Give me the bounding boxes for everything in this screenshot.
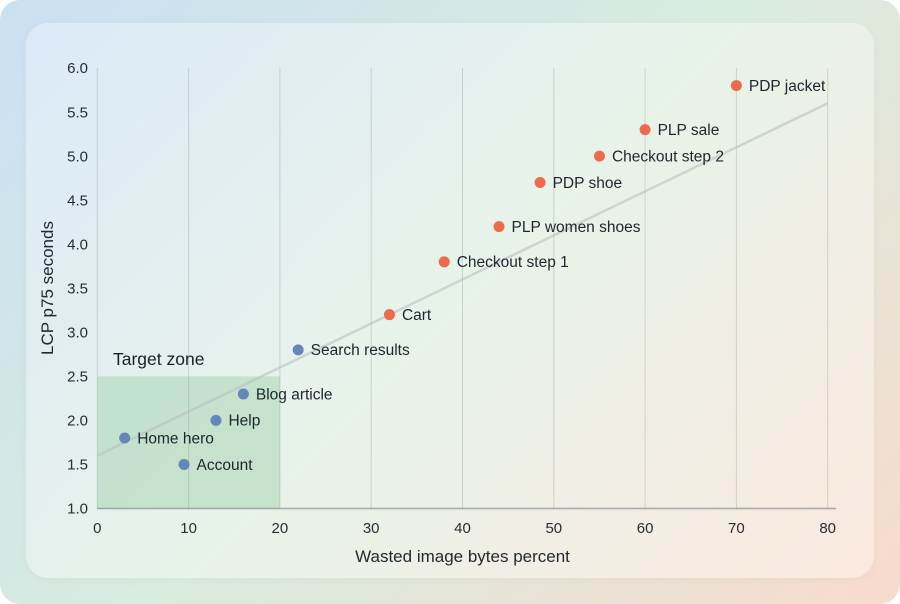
y-tick-label-6-0: 6.0 (67, 60, 88, 77)
y-tick-label-2-5: 2.5 (67, 369, 88, 386)
x-tick-label-60: 60 (637, 520, 654, 537)
data-point-account (178, 458, 190, 470)
y-tick-label-5-5: 5.5 (67, 104, 88, 121)
point-label-home-hero: Home hero (137, 430, 214, 447)
y-tick-label-4-0: 4.0 (67, 236, 88, 253)
point-label-account: Account (197, 457, 254, 474)
data-point-help (210, 414, 222, 426)
data-point-pdp-shoe (534, 177, 546, 189)
y-tick-label-4-5: 4.5 (67, 192, 88, 209)
point-label-blog-article: Blog article (256, 386, 333, 403)
x-tick-label-30: 30 (363, 520, 380, 537)
trend-line (96, 102, 829, 457)
x-axis-title: Wasted image bytes percent (355, 547, 570, 566)
data-point-search-results (292, 344, 304, 356)
data-point-blog-article (237, 388, 249, 400)
point-label-pdp-jacket: PDP jacket (749, 78, 826, 95)
data-point-checkout-step-2 (593, 150, 605, 162)
x-tick-label-20: 20 (272, 520, 289, 537)
point-label-cart: Cart (402, 307, 432, 324)
point-label-checkout-step-1: Checkout step 1 (457, 254, 569, 271)
point-label-checkout-step-2: Checkout step 2 (612, 148, 724, 165)
x-tick-label-10: 10 (180, 520, 197, 537)
chart-card (26, 23, 874, 578)
y-axis-title: LCP p75 seconds (38, 221, 57, 355)
y-tick-label-3-0: 3.0 (67, 325, 88, 342)
y-tick-label-1-0: 1.0 (67, 501, 88, 518)
y-tick-label-2-0: 2.0 (67, 413, 88, 430)
data-point-cart (383, 309, 395, 321)
point-label-help: Help (228, 413, 260, 430)
data-point-home-hero (119, 432, 131, 444)
point-label-pdp-shoe: PDP shoe (553, 175, 623, 192)
point-label-search-results: Search results (311, 342, 410, 359)
x-tick-label-40: 40 (454, 520, 471, 537)
point-label-plp-sale: PLP sale (658, 122, 720, 139)
data-point-plp-women-shoes (493, 221, 505, 233)
point-label-plp-women-shoes: PLP women shoes (512, 219, 641, 236)
data-point-plp-sale (639, 124, 651, 136)
y-tick-label-5-0: 5.0 (67, 148, 88, 165)
target-zone-label: Target zone (113, 349, 205, 369)
y-tick-label-1-5: 1.5 (67, 457, 88, 474)
x-tick-label-0: 0 (93, 520, 101, 537)
y-tick-label-3-5: 3.5 (67, 280, 88, 297)
x-tick-label-50: 50 (545, 520, 562, 537)
x-tick-label-70: 70 (728, 520, 745, 537)
data-point-pdp-jacket (730, 80, 742, 92)
x-tick-label-80: 80 (819, 520, 836, 537)
data-point-checkout-step-1 (438, 256, 450, 268)
